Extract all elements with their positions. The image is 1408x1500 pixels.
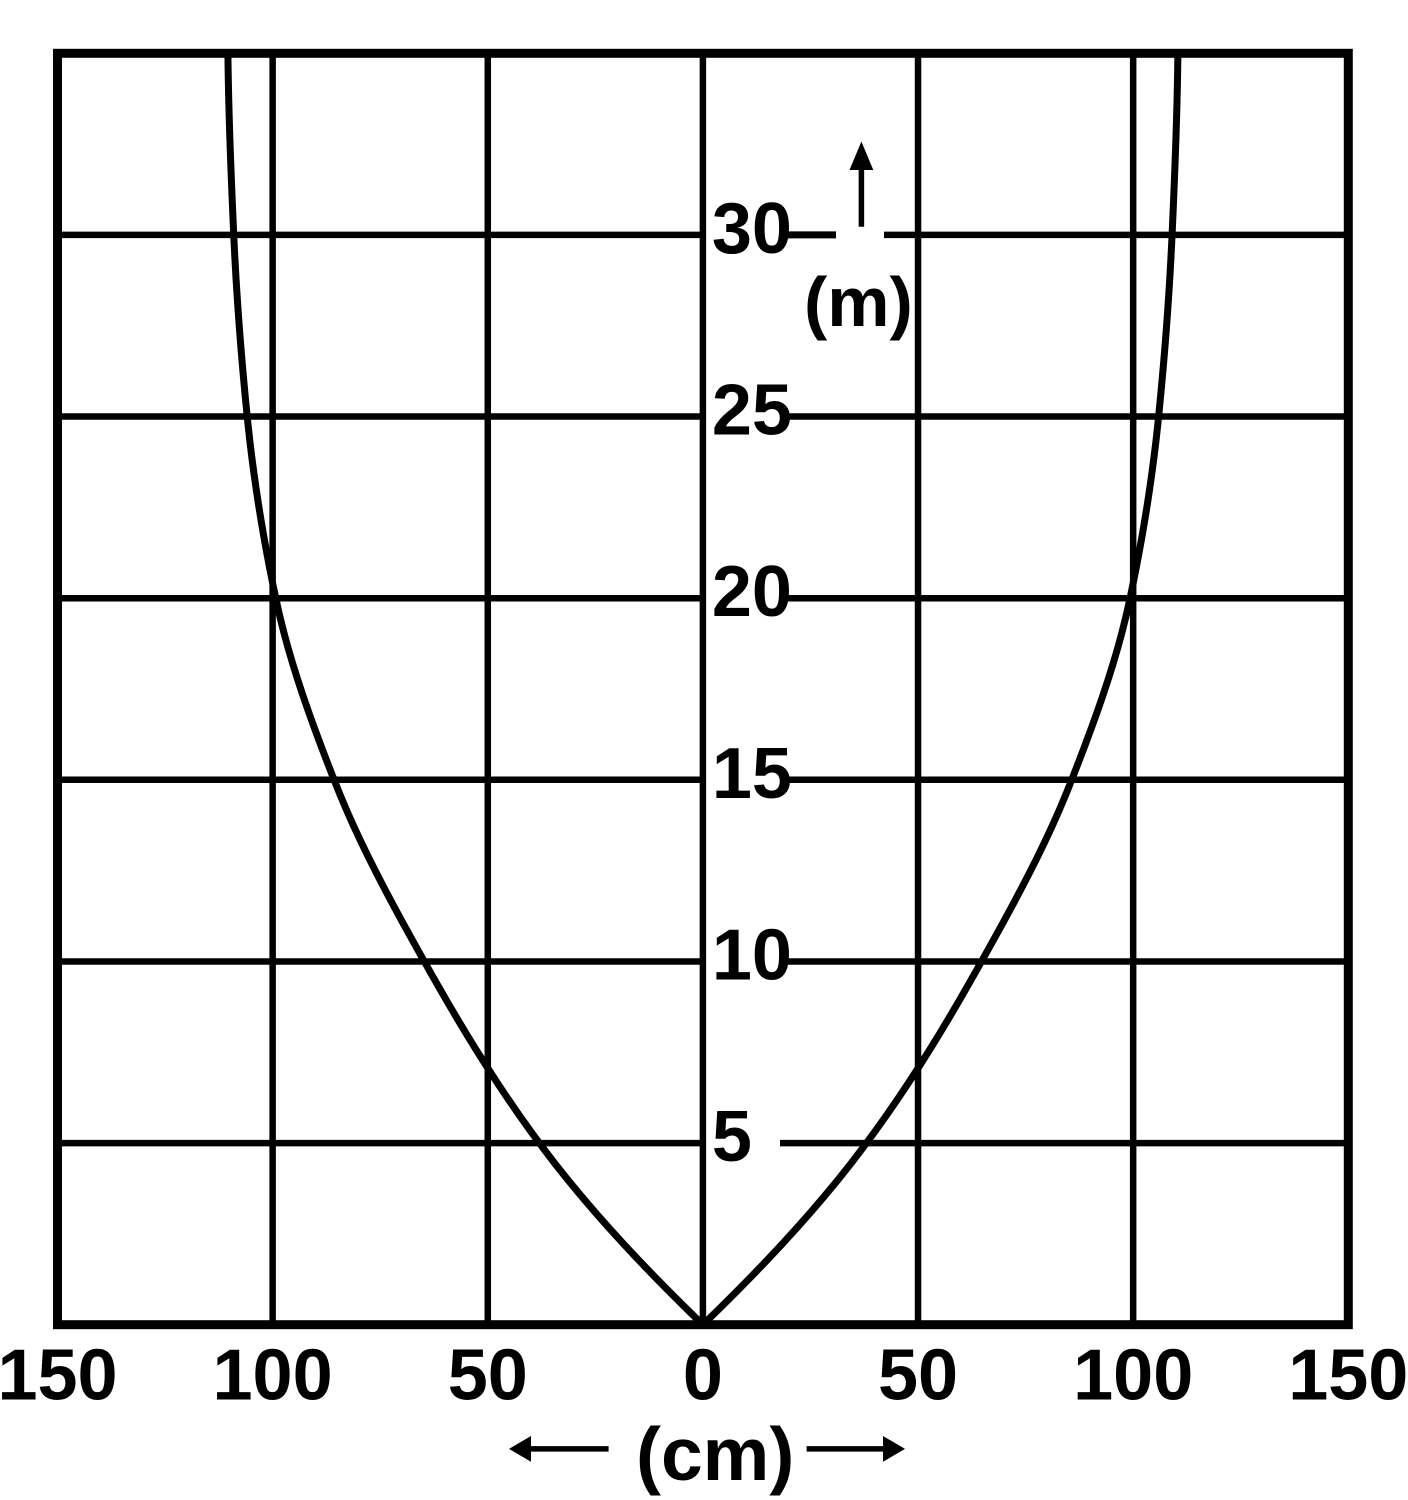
svg-text:10: 10 [712, 915, 792, 995]
svg-text:100: 100 [213, 1336, 333, 1416]
svg-text:(m): (m) [804, 263, 913, 341]
svg-text:(cm): (cm) [636, 1412, 794, 1496]
svg-text:5: 5 [712, 1097, 752, 1177]
svg-text:50: 50 [448, 1336, 528, 1416]
svg-text:150: 150 [0, 1336, 118, 1416]
svg-text:15: 15 [712, 734, 792, 814]
svg-text:25: 25 [712, 371, 792, 451]
svg-text:0: 0 [683, 1336, 723, 1416]
svg-text:20: 20 [712, 552, 792, 632]
svg-text:30: 30 [712, 189, 792, 269]
svg-text:150: 150 [1288, 1336, 1408, 1416]
svg-text:50: 50 [878, 1336, 958, 1416]
svg-text:100: 100 [1073, 1336, 1193, 1416]
